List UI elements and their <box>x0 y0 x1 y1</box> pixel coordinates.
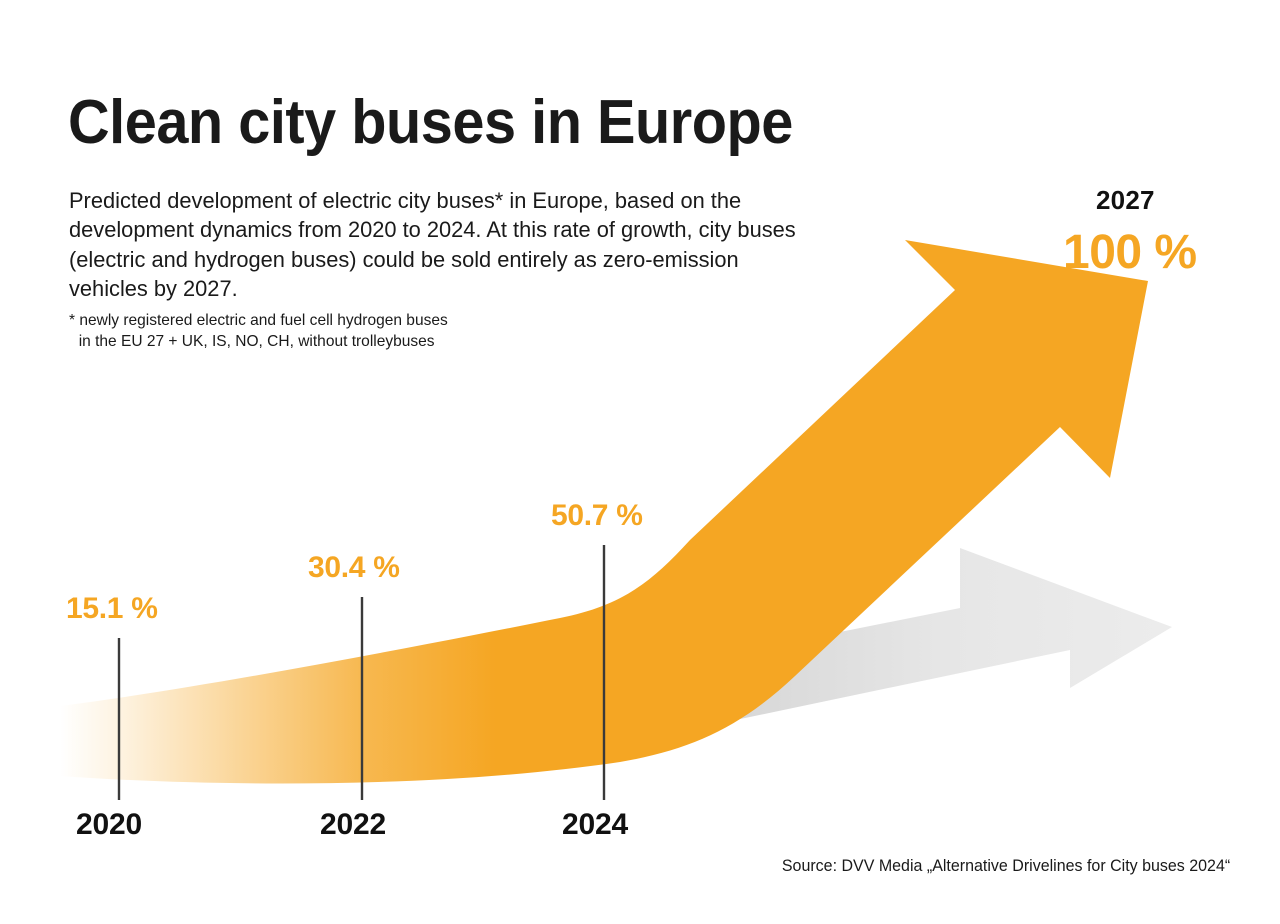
value-label-2020: 15.1 % <box>66 592 158 625</box>
value-label-2022: 30.4 % <box>308 551 400 584</box>
leader-lines <box>117 545 606 800</box>
axis-year-2020: 2020 <box>76 808 142 841</box>
footnote-line-1: * newly registered electric and fuel cel… <box>69 312 448 329</box>
axis-year-2022: 2022 <box>320 808 386 841</box>
footnote-line-2: in the EU 27 + UK, IS, NO, CH, without t… <box>78 333 435 350</box>
subtitle-text: Predicted development of electric city b… <box>69 187 796 302</box>
page-title: Clean city buses in Europe <box>68 87 793 157</box>
final-value-label: 100 % <box>1063 226 1197 279</box>
footnote: * newly registered electric and fuel cel… <box>69 310 670 352</box>
value-label-2024: 50.7 % <box>551 499 643 532</box>
source-credit: Source: DVV Media „Alternative Driveline… <box>781 857 1230 875</box>
orange-growth-arrow <box>60 240 1148 784</box>
final-year-label: 2027 <box>1096 185 1155 215</box>
axis-year-2024: 2024 <box>562 808 628 841</box>
